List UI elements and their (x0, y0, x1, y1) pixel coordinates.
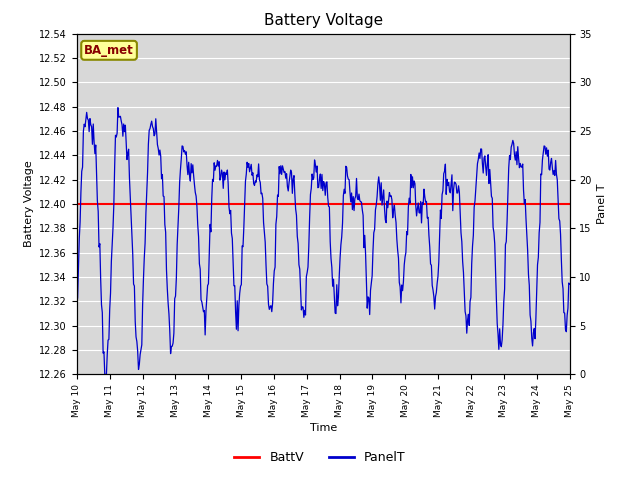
Text: BA_met: BA_met (84, 44, 134, 57)
Legend: BattV, PanelT: BattV, PanelT (229, 446, 411, 469)
Y-axis label: Panel T: Panel T (597, 184, 607, 224)
Y-axis label: Battery Voltage: Battery Voltage (24, 161, 34, 247)
Title: Battery Voltage: Battery Voltage (264, 13, 383, 28)
X-axis label: Time: Time (310, 423, 337, 432)
